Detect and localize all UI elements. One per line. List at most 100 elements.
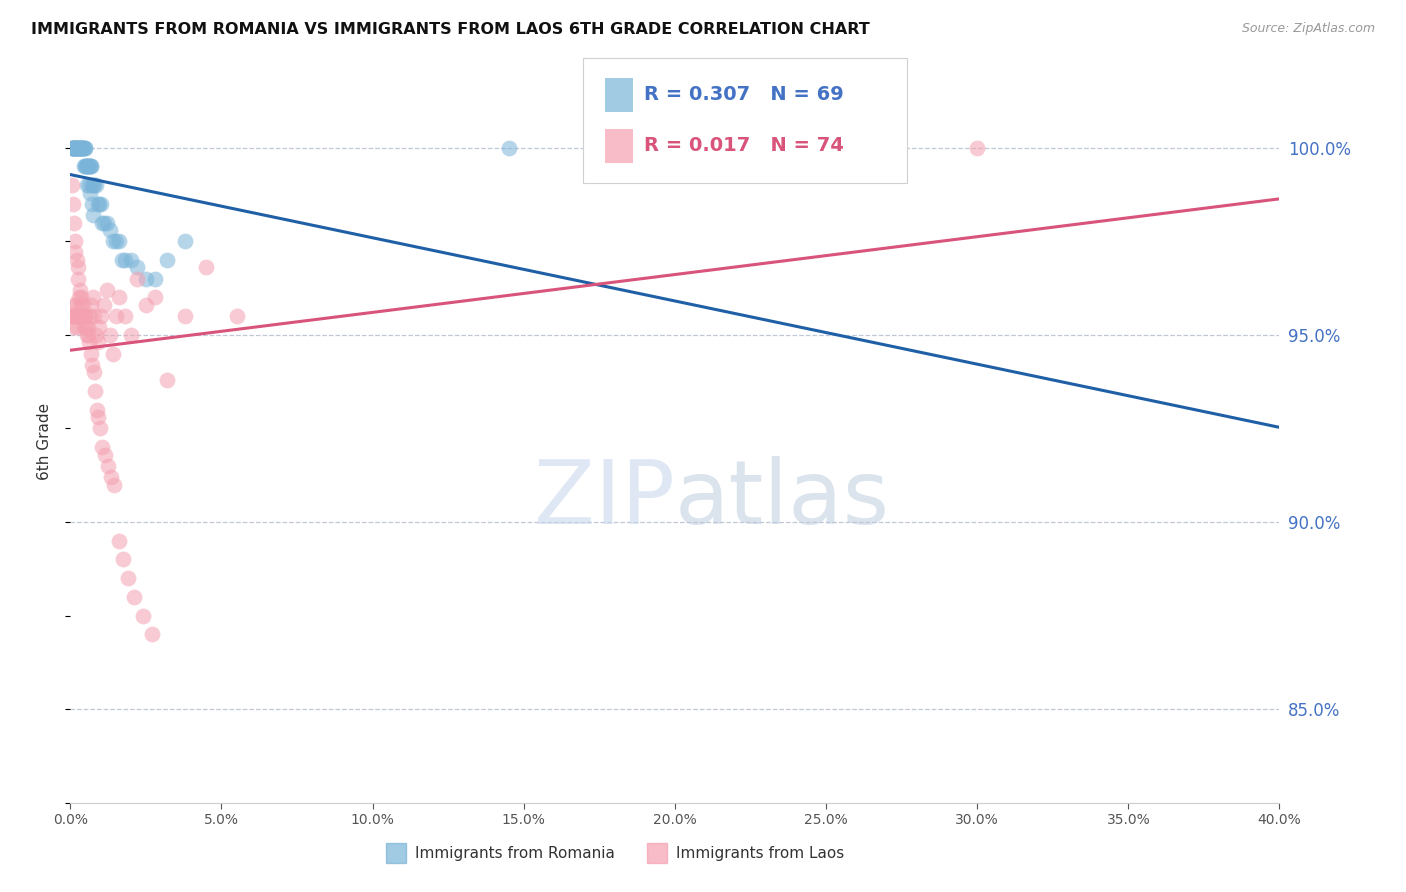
Point: [82, 178, 104, 193]
Point: [107, 234, 129, 248]
Text: ZIP: ZIP: [534, 456, 675, 543]
Point: [63, 141, 86, 155]
Point: [125, 260, 148, 275]
Point: [96, 215, 118, 229]
Point: [156, 373, 179, 387]
Point: [103, 477, 125, 491]
Point: [62, 196, 84, 211]
Point: [120, 252, 142, 267]
Point: [80, 358, 103, 372]
Text: R = 0.017   N = 74: R = 0.017 N = 74: [644, 136, 844, 155]
Point: [120, 327, 142, 342]
Point: [135, 271, 157, 285]
Point: [69, 141, 91, 155]
Point: [76, 327, 98, 342]
Point: [107, 290, 129, 304]
Point: [86, 196, 108, 211]
Point: [73, 141, 96, 155]
Point: [82, 208, 104, 222]
Point: [83, 365, 105, 379]
Point: [112, 552, 135, 566]
Point: [76, 160, 98, 174]
Point: [62, 141, 84, 155]
Text: Source: ZipAtlas.com: Source: ZipAtlas.com: [1241, 22, 1375, 36]
Point: [60, 141, 83, 155]
Point: [70, 141, 93, 155]
Point: [70, 290, 93, 304]
Y-axis label: 6th Grade: 6th Grade: [37, 403, 52, 480]
Point: [60, 178, 83, 193]
Point: [65, 298, 87, 312]
Point: [65, 141, 87, 155]
Point: [125, 271, 148, 285]
Point: [84, 384, 107, 398]
Point: [86, 402, 108, 417]
Point: [96, 283, 118, 297]
Point: [80, 160, 103, 174]
Point: [63, 234, 86, 248]
Point: [66, 309, 89, 323]
Point: [66, 252, 89, 267]
Point: [63, 309, 86, 323]
Point: [70, 141, 93, 155]
Point: [67, 271, 90, 285]
Point: [143, 271, 166, 285]
Point: [75, 320, 97, 334]
Point: [91, 440, 114, 454]
Point: [141, 627, 163, 641]
Point: [62, 298, 84, 312]
Point: [76, 178, 98, 193]
Point: [143, 290, 166, 304]
Point: [83, 309, 105, 323]
Point: [156, 252, 179, 267]
Point: [67, 141, 90, 155]
Point: [66, 320, 89, 334]
Point: [100, 470, 122, 484]
Point: [77, 160, 100, 174]
Point: [77, 320, 100, 334]
Point: [66, 141, 89, 155]
Point: [70, 141, 93, 155]
Point: [62, 215, 84, 229]
Point: [135, 298, 157, 312]
Point: [90, 309, 111, 323]
Point: [77, 335, 100, 350]
Point: [75, 160, 97, 174]
Point: [67, 290, 90, 304]
Point: [73, 160, 96, 174]
Point: [114, 309, 136, 323]
Point: [82, 290, 104, 304]
Point: [89, 421, 111, 435]
Point: [70, 298, 93, 312]
Point: [83, 178, 105, 193]
Point: [62, 309, 84, 323]
Point: [80, 196, 103, 211]
Point: [77, 178, 100, 193]
Point: [76, 160, 98, 174]
Point: [111, 252, 134, 267]
Point: [122, 590, 145, 604]
Point: [174, 309, 197, 323]
Point: [90, 196, 111, 211]
Point: [62, 141, 84, 155]
Point: [63, 141, 86, 155]
Point: [117, 571, 139, 585]
Point: [72, 309, 94, 323]
Point: [91, 215, 114, 229]
Point: [80, 298, 103, 312]
Point: [75, 160, 97, 174]
Point: [87, 410, 110, 425]
Point: [60, 309, 83, 323]
Legend: Immigrants from Romania, Immigrants from Laos: Immigrants from Romania, Immigrants from…: [378, 840, 851, 867]
Point: [94, 448, 117, 462]
Point: [65, 141, 87, 155]
Point: [225, 309, 247, 323]
Point: [498, 141, 520, 155]
Point: [79, 186, 101, 200]
Point: [84, 327, 107, 342]
Point: [72, 298, 94, 312]
Point: [79, 309, 101, 323]
Point: [67, 141, 90, 155]
Point: [104, 309, 127, 323]
Point: [72, 160, 94, 174]
